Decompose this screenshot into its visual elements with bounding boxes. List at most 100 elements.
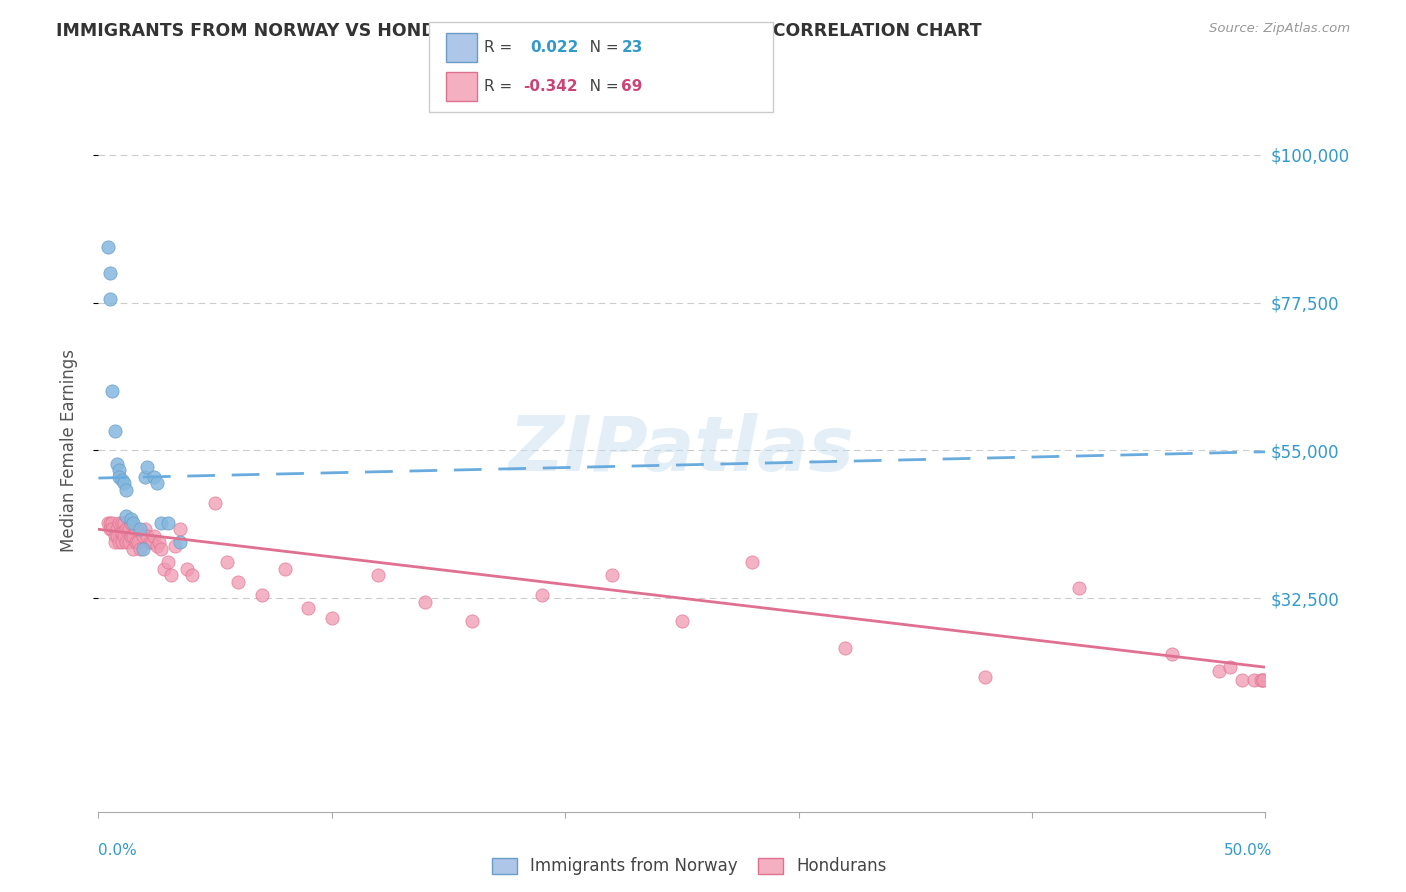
Point: [98, 516, 121, 530]
Point: [143, 529, 166, 543]
Point: [104, 535, 127, 549]
Point: [98, 266, 121, 280]
Point: [157, 516, 180, 530]
Point: [136, 529, 159, 543]
Text: 0.0%: 0.0%: [98, 843, 138, 858]
Point: [111, 473, 134, 487]
Point: [146, 476, 169, 491]
Point: [1251, 673, 1274, 688]
Point: [146, 539, 169, 553]
Point: [1067, 582, 1090, 596]
Point: [204, 496, 226, 510]
Point: [530, 588, 553, 602]
Point: [132, 541, 155, 556]
Point: [125, 535, 148, 549]
Point: [122, 529, 145, 543]
Text: IMMIGRANTS FROM NORWAY VS HONDURAN MEDIAN FEMALE EARNINGS CORRELATION CHART: IMMIGRANTS FROM NORWAY VS HONDURAN MEDIA…: [56, 22, 981, 40]
Point: [1251, 673, 1274, 688]
Point: [118, 535, 141, 549]
Point: [112, 529, 135, 543]
Point: [165, 539, 187, 553]
Point: [136, 459, 159, 474]
Point: [141, 535, 163, 549]
Point: [104, 529, 127, 543]
Point: [671, 614, 693, 628]
Point: [974, 670, 997, 684]
Point: [105, 529, 128, 543]
Point: [115, 535, 138, 549]
Point: [148, 535, 170, 549]
Text: ZIPatlas: ZIPatlas: [509, 414, 855, 487]
Point: [834, 640, 856, 655]
Point: [461, 614, 484, 628]
Y-axis label: Median Female Earnings: Median Female Earnings: [59, 349, 77, 552]
Point: [111, 516, 134, 530]
Point: [111, 535, 134, 549]
Point: [152, 562, 174, 576]
Point: [122, 516, 145, 530]
Point: [176, 562, 198, 576]
Point: [134, 469, 156, 483]
Point: [115, 522, 138, 536]
Point: [97, 516, 120, 530]
Text: R =: R =: [484, 40, 522, 54]
Point: [98, 293, 121, 307]
Point: [169, 522, 191, 536]
Point: [180, 568, 202, 582]
Text: -0.342: -0.342: [523, 79, 578, 94]
Point: [122, 541, 145, 556]
Point: [1219, 660, 1241, 674]
Point: [115, 509, 138, 524]
Point: [143, 469, 166, 483]
Point: [98, 522, 121, 536]
Point: [1250, 673, 1272, 688]
Point: [297, 601, 319, 615]
Point: [169, 535, 191, 549]
Point: [97, 240, 120, 254]
Point: [105, 522, 128, 536]
Point: [112, 476, 135, 491]
Point: [108, 535, 131, 549]
Point: [111, 525, 134, 540]
Text: 69: 69: [621, 79, 643, 94]
Legend: Immigrants from Norway, Hondurans: Immigrants from Norway, Hondurans: [485, 851, 893, 882]
Point: [125, 522, 148, 536]
Point: [112, 516, 135, 530]
Point: [105, 457, 128, 471]
Point: [215, 555, 238, 569]
Text: N =: N =: [575, 79, 623, 94]
Point: [127, 535, 149, 549]
Point: [321, 611, 343, 625]
Point: [157, 555, 180, 569]
Point: [139, 535, 162, 549]
Point: [118, 522, 141, 536]
Point: [159, 568, 181, 582]
Point: [129, 522, 152, 536]
Point: [1161, 647, 1184, 661]
Point: [104, 424, 127, 438]
Text: Source: ZipAtlas.com: Source: ZipAtlas.com: [1209, 22, 1350, 36]
Point: [120, 529, 142, 543]
Point: [150, 541, 173, 556]
Text: 23: 23: [621, 40, 643, 54]
Point: [600, 568, 623, 582]
Point: [1208, 664, 1230, 678]
Point: [115, 483, 138, 497]
Point: [1230, 673, 1253, 688]
Point: [413, 594, 436, 608]
Point: [101, 384, 124, 399]
Point: [367, 568, 389, 582]
Point: [120, 512, 142, 526]
Point: [1243, 673, 1265, 688]
Point: [132, 529, 155, 543]
Point: [274, 562, 297, 576]
Point: [120, 516, 142, 530]
Point: [150, 516, 173, 530]
Point: [228, 574, 250, 589]
Point: [108, 463, 131, 477]
Text: 50.0%: 50.0%: [1225, 843, 1272, 858]
Point: [101, 516, 124, 530]
Point: [134, 522, 156, 536]
Text: R =: R =: [484, 79, 517, 94]
Point: [250, 588, 273, 602]
